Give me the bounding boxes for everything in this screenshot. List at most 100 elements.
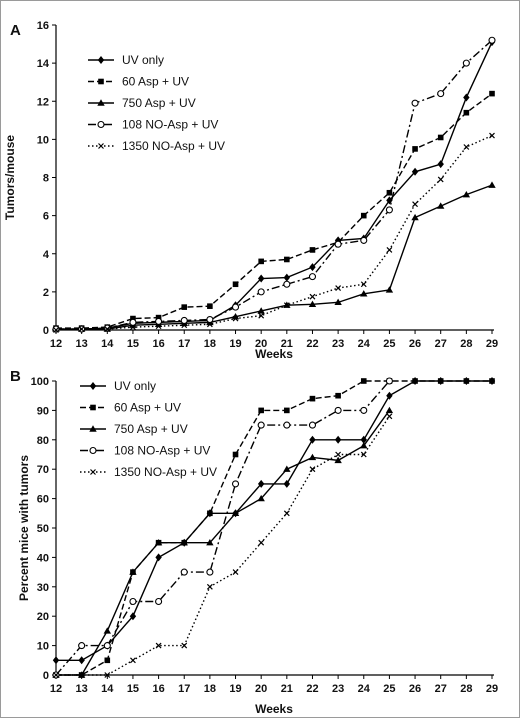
- data-point: [334, 435, 342, 444]
- data-point: [284, 407, 290, 414]
- x-tick-label: 14: [101, 338, 114, 350]
- data-point: [360, 236, 368, 244]
- data-point: [284, 256, 290, 263]
- series-line: [56, 39, 493, 330]
- x-tick-label: 23: [332, 683, 344, 695]
- chart-panel-b: 0 10 20 30 40 50 60 70 80 90 100 12 13 14 15 16 17 18 19 20…: [10, 368, 498, 716]
- x-tick-label: 21: [281, 683, 293, 695]
- data-point: [489, 132, 495, 139]
- legend-entry: 1350 NO-Asp + UV: [88, 139, 225, 153]
- data-point: [232, 569, 239, 576]
- data-point: [489, 90, 495, 97]
- series-1350-no-asp-uv: [53, 132, 495, 333]
- data-point: [257, 421, 265, 429]
- series-1350-no-asp-uv: [53, 413, 393, 678]
- data-point: [258, 407, 264, 414]
- x-tick-label: 12: [50, 683, 62, 695]
- y-tick-label: 30: [37, 582, 49, 594]
- x-tick-label: 26: [409, 683, 421, 695]
- data-point: [129, 597, 137, 606]
- data-point: [206, 583, 213, 590]
- data-point: [463, 109, 470, 116]
- data-point: [488, 36, 496, 44]
- x-axis-label: Weeks: [255, 702, 293, 716]
- data-point: [52, 656, 60, 665]
- x-tick-label: 24: [358, 338, 371, 350]
- y-tick-label: 16: [37, 20, 49, 32]
- data-point: [155, 642, 162, 649]
- series-uv-only: [52, 38, 496, 334]
- data-point: [308, 421, 317, 429]
- data-point: [206, 568, 214, 576]
- legend-entry: 108 NO-Asp + UV: [80, 444, 210, 458]
- x-tick-label: 18: [204, 683, 216, 695]
- data-point: [309, 466, 316, 473]
- series-line: [55, 380, 390, 676]
- data-point: [258, 539, 265, 546]
- data-point: [411, 167, 419, 176]
- series-line: [56, 415, 390, 676]
- legend-label: 1350 NO-Asp + UV: [122, 139, 225, 153]
- data-point: [206, 539, 214, 546]
- x-tick-label: 19: [229, 338, 241, 350]
- data-point: [155, 323, 162, 330]
- legend-marker: [98, 78, 104, 85]
- data-point: [78, 672, 85, 678]
- legend-marker: [98, 143, 104, 149]
- data-point: [360, 451, 367, 458]
- data-point: [308, 300, 317, 307]
- data-point: [103, 324, 111, 332]
- series-line: [56, 41, 493, 330]
- y-tick-label: 80: [37, 435, 49, 447]
- data-point: [155, 317, 163, 325]
- x-tick-label: 26: [409, 338, 421, 350]
- data-point: [180, 539, 188, 546]
- data-point: [360, 441, 368, 449]
- series-line: [56, 93, 493, 329]
- data-point: [335, 285, 342, 291]
- legend-marker: [90, 404, 96, 411]
- data-point: [411, 213, 419, 221]
- y-axis-label: Tumors/mouse: [3, 135, 17, 220]
- x-tick-label: 25: [383, 683, 395, 695]
- data-point: [257, 307, 265, 314]
- legend-entry: UV only: [88, 53, 164, 67]
- data-point: [283, 273, 291, 282]
- data-point: [360, 435, 367, 444]
- data-point: [386, 247, 393, 253]
- series-750-asp-uv: [52, 181, 496, 332]
- data-point: [412, 146, 418, 152]
- y-tick-label: 50: [37, 523, 49, 535]
- data-point: [257, 288, 265, 296]
- data-point: [489, 378, 495, 384]
- data-point: [462, 59, 470, 67]
- data-point: [78, 642, 86, 650]
- data-point: [411, 99, 419, 107]
- data-point: [103, 627, 111, 634]
- series-line: [56, 409, 390, 676]
- legend-entry: 1350 NO-Asp + UV: [80, 465, 217, 479]
- legend-label: 60 Asp + UV: [122, 75, 189, 89]
- data-point: [154, 539, 163, 546]
- legend-label: 1350 NO-Asp + UV: [114, 465, 217, 479]
- data-point: [155, 314, 162, 321]
- data-point: [334, 240, 342, 248]
- data-point: [257, 479, 265, 488]
- data-point: [308, 273, 317, 281]
- data-point: [283, 421, 291, 429]
- data-point: [78, 326, 85, 332]
- data-point: [257, 274, 265, 283]
- data-point: [360, 212, 367, 219]
- legend-label: 108 NO-Asp + UV: [114, 444, 210, 458]
- data-point: [412, 201, 418, 208]
- x-tick-label: 20: [255, 338, 267, 350]
- data-point: [180, 568, 188, 576]
- data-point: [437, 378, 444, 384]
- series-line: [56, 380, 492, 676]
- data-point: [335, 451, 342, 458]
- data-point: [463, 378, 470, 384]
- y-tick-label: 60: [37, 494, 49, 506]
- data-point: [386, 391, 393, 400]
- data-point: [309, 293, 316, 300]
- data-point: [334, 456, 342, 464]
